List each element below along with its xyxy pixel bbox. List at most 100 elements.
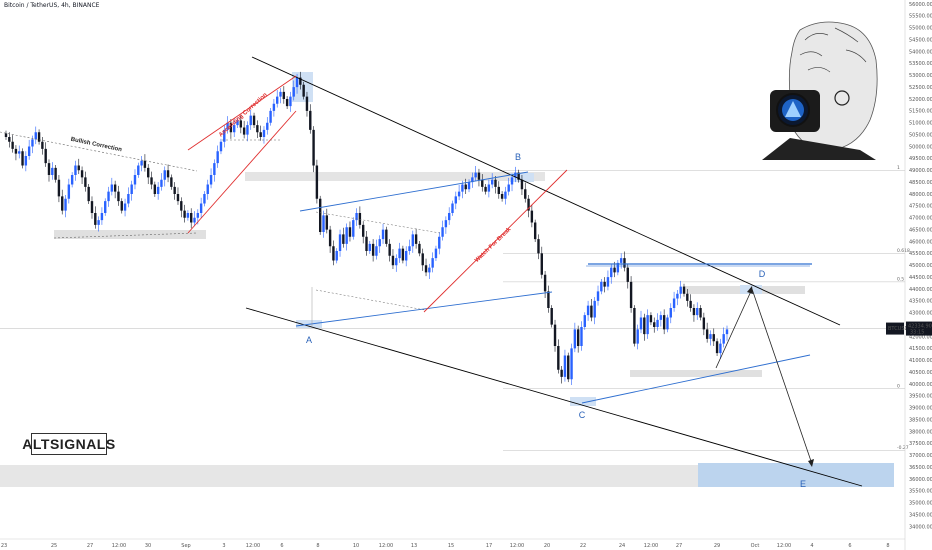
- current-price-value: 42334.90: [908, 324, 932, 330]
- wave-label-d: D: [759, 269, 766, 279]
- candle-body: [332, 246, 335, 261]
- candle-body: [229, 122, 233, 133]
- price-tick-label: 38000.00: [909, 429, 932, 435]
- price-tick-label: 48000.00: [909, 192, 932, 198]
- price-tick-label: 43500.00: [909, 299, 932, 305]
- price-tick-label: 53500.00: [909, 61, 932, 67]
- price-tick-label: 42000.00: [909, 334, 932, 340]
- candle-body: [662, 315, 666, 330]
- candle-body: [305, 96, 309, 111]
- candle-body: [504, 191, 507, 199]
- price-tick-label: 37000.00: [909, 453, 932, 459]
- candle-body: [209, 175, 213, 185]
- candle-body: [335, 251, 338, 261]
- candle-body: [487, 184, 491, 192]
- projection-down: [751, 288, 813, 465]
- time-tick-label: 17: [486, 543, 492, 549]
- time-tick-label: 12:00: [777, 543, 791, 549]
- fib-label: 0.5: [897, 276, 904, 282]
- candle-body: [576, 329, 580, 346]
- candle-body: [481, 179, 484, 187]
- time-tick-label: 25: [51, 543, 57, 549]
- time-tick-label: Sep: [181, 543, 190, 549]
- candle-body: [246, 125, 249, 135]
- drawings-layer: [0, 56, 863, 487]
- candle-body: [626, 267, 629, 282]
- candle-body: [471, 177, 474, 183]
- c-highlight: [570, 397, 596, 406]
- fib-label: -0.27: [897, 445, 909, 451]
- candle-body: [180, 201, 183, 211]
- candle-body: [80, 170, 84, 178]
- price-tick-label: 45000.00: [909, 263, 932, 269]
- time-tick-label: 13: [411, 543, 417, 549]
- candle-body: [672, 298, 676, 308]
- arrow-head-down: [808, 459, 814, 467]
- pattern-label: Bullish Correction: [70, 137, 122, 154]
- candle-body: [666, 317, 669, 330]
- candle-body: [418, 243, 421, 254]
- candle-body: [474, 172, 477, 178]
- price-tick-label: 49000.00: [909, 168, 932, 174]
- fib-label: 1: [897, 165, 900, 171]
- candle-body: [514, 172, 517, 178]
- candle-body: [110, 184, 114, 192]
- candle-body: [633, 308, 636, 344]
- candle-body: [524, 189, 527, 199]
- watermark-logo: ALTSIGNALS: [22, 433, 115, 455]
- candle-body: [160, 179, 163, 187]
- price-tick-label: 41000.00: [909, 358, 932, 364]
- candle-body: [722, 334, 725, 344]
- candle-body: [378, 239, 381, 247]
- candle-body: [441, 227, 444, 237]
- candle-body: [295, 77, 299, 88]
- price-axis[interactable]: 34000.00 34500.00 35000.00 35500.00 36000.00…: [886, 0, 932, 550]
- time-tick-label: 15: [448, 543, 454, 549]
- c-support-line: [581, 354, 811, 404]
- candle-body: [510, 177, 514, 185]
- candle-body: [18, 151, 21, 154]
- price-tick-label: 36000.00: [909, 477, 932, 483]
- candle-body: [355, 213, 358, 221]
- candle-body: [573, 329, 577, 349]
- candle-body: [266, 122, 269, 130]
- candle-body: [186, 213, 190, 218]
- candle-body: [203, 194, 206, 204]
- time-tick-label: 12:00: [246, 543, 260, 549]
- candle-body: [494, 179, 497, 187]
- price-tick-label: 49500.00: [909, 156, 932, 162]
- time-axis[interactable]: 23 25 27 12:00 30 Sep 3 12:00 6 8 10 12:00 13 15 17 12:…: [0, 538, 905, 549]
- candles-layer: [4, 71, 729, 385]
- time-tick-label: 12:00: [510, 543, 524, 549]
- candle-body: [669, 308, 672, 318]
- arrow-head-up: [747, 286, 753, 294]
- price-tick-label: 34500.00: [909, 512, 932, 518]
- projection-up: [715, 288, 753, 369]
- candle-body: [533, 222, 537, 240]
- price-tick-label: 48500.00: [909, 180, 932, 186]
- candle-body: [279, 91, 282, 97]
- current-price-countdown: 33:15: [910, 330, 924, 336]
- candle-body: [606, 277, 610, 287]
- candle-body: [77, 165, 80, 171]
- candle-body: [686, 293, 689, 301]
- candle-body: [216, 151, 219, 164]
- candle-body: [656, 319, 659, 327]
- candle-body: [395, 258, 398, 266]
- candle-body: [127, 194, 130, 204]
- price-tick-label: 46500.00: [909, 227, 932, 233]
- candle-body: [176, 194, 180, 202]
- candle-body: [276, 96, 279, 104]
- fib-label: 0: [897, 383, 900, 389]
- candle-body: [467, 182, 471, 190]
- candle-body: [361, 224, 365, 237]
- ab-dotted-upper: [315, 211, 441, 234]
- candle-body: [137, 165, 140, 175]
- candle-body: [67, 184, 71, 199]
- candle-body: [646, 315, 649, 335]
- candle-body: [699, 308, 702, 318]
- price-tick-label: 43000.00: [909, 311, 932, 317]
- candle-body: [309, 110, 312, 130]
